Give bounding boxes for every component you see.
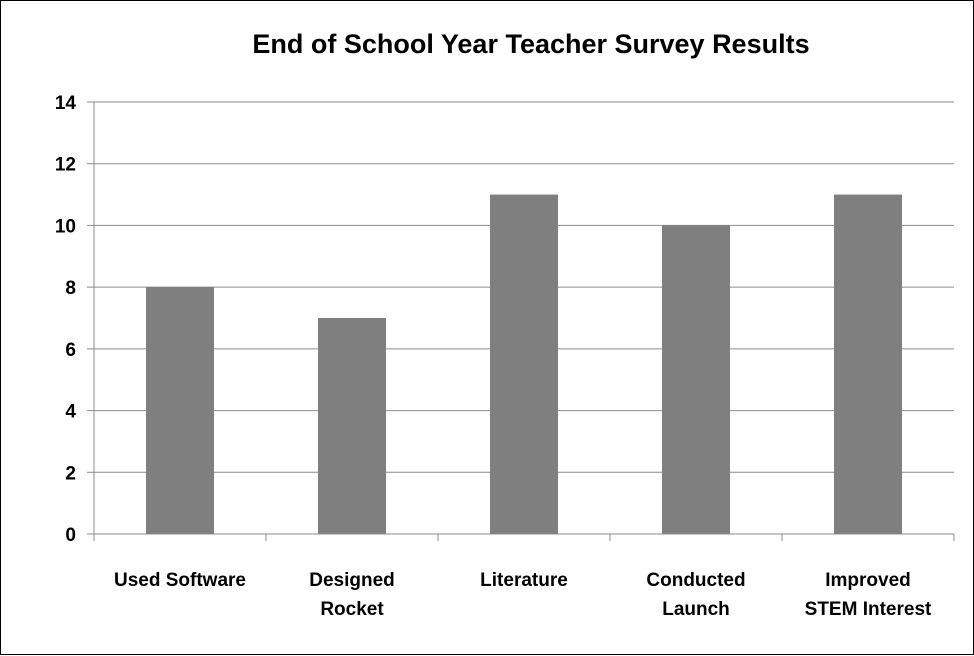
- bar: [834, 194, 902, 535]
- bar: [490, 194, 558, 535]
- y-tick-label: 2: [65, 463, 76, 484]
- bar: [318, 318, 386, 534]
- y-tick-label: 8: [65, 278, 76, 299]
- bar: [146, 287, 214, 534]
- y-tick-label: 12: [55, 155, 76, 176]
- x-category-label: Rocket: [320, 599, 384, 620]
- x-category-label: Literature: [480, 570, 568, 591]
- x-axis-category-labels: Used Software Designed Rocket Literature Con…: [114, 570, 932, 620]
- y-tick-label: 0: [65, 525, 76, 546]
- x-category-label: Designed: [309, 570, 395, 591]
- y-axis-tick-labels: 0 2 4 6 8 10 12 14: [55, 93, 77, 546]
- bar: [662, 225, 730, 534]
- y-tick-label: 6: [65, 340, 76, 361]
- x-category-label: Improved: [825, 570, 911, 591]
- y-tick-label: 14: [55, 93, 77, 114]
- chart-title: End of School Year Teacher Survey Result…: [252, 29, 809, 59]
- y-tick-label: 10: [55, 216, 76, 237]
- x-category-label: STEM Interest: [805, 599, 932, 620]
- x-category-label: Launch: [662, 599, 730, 620]
- x-category-label: Conducted: [646, 570, 745, 591]
- axes: [87, 101, 955, 541]
- x-category-label: Used Software: [114, 570, 246, 591]
- bars: [146, 194, 902, 535]
- y-tick-label: 4: [65, 402, 76, 423]
